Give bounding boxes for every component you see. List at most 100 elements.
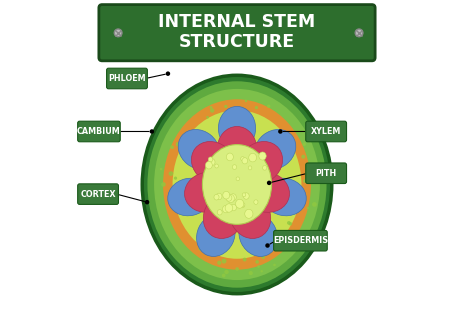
Ellipse shape [222,205,229,213]
Ellipse shape [263,178,306,216]
FancyBboxPatch shape [78,184,118,204]
Ellipse shape [224,105,228,108]
Ellipse shape [312,202,317,207]
Ellipse shape [241,203,245,208]
Ellipse shape [209,159,215,166]
Ellipse shape [169,171,173,176]
Ellipse shape [289,222,292,226]
Text: INTERNAL STEM
STRUCTURE: INTERNAL STEM STRUCTURE [158,13,316,51]
Circle shape [278,129,283,134]
Ellipse shape [243,193,249,199]
Ellipse shape [215,164,219,168]
Ellipse shape [257,265,260,268]
Ellipse shape [267,105,271,108]
Ellipse shape [185,149,188,151]
Text: CORTEX: CORTEX [80,190,116,199]
Ellipse shape [184,172,230,212]
Ellipse shape [168,178,211,216]
Ellipse shape [217,210,222,215]
FancyBboxPatch shape [273,230,327,251]
Ellipse shape [214,194,219,200]
Ellipse shape [242,158,247,164]
Ellipse shape [203,241,206,245]
Ellipse shape [199,247,202,251]
Ellipse shape [236,199,244,208]
Ellipse shape [174,177,177,180]
Text: PHLOEM: PHLOEM [108,74,146,83]
Circle shape [114,29,122,37]
Ellipse shape [263,166,267,170]
Text: EPISDERMIS: EPISDERMIS [273,236,328,245]
Ellipse shape [191,136,194,139]
Ellipse shape [160,168,163,170]
Ellipse shape [208,157,213,162]
Ellipse shape [178,130,219,169]
Circle shape [150,129,154,134]
Ellipse shape [224,270,229,274]
Ellipse shape [259,152,266,160]
Ellipse shape [245,99,247,102]
Text: CAMBIUM: CAMBIUM [77,127,121,136]
FancyBboxPatch shape [306,163,346,183]
Ellipse shape [249,153,256,162]
Ellipse shape [226,195,232,201]
Ellipse shape [221,259,227,263]
Ellipse shape [225,204,233,212]
Ellipse shape [281,235,285,239]
Ellipse shape [242,193,246,197]
Ellipse shape [255,106,258,109]
Ellipse shape [273,264,276,266]
Ellipse shape [241,157,245,161]
Ellipse shape [191,142,235,184]
Ellipse shape [287,221,291,225]
Ellipse shape [161,182,166,187]
Ellipse shape [173,110,301,259]
Ellipse shape [261,270,263,272]
Ellipse shape [248,166,252,170]
Circle shape [355,29,363,37]
FancyBboxPatch shape [306,121,346,142]
Ellipse shape [227,153,233,161]
Ellipse shape [296,205,300,209]
Circle shape [166,71,170,76]
Ellipse shape [206,116,209,119]
Ellipse shape [170,145,174,149]
Ellipse shape [255,260,259,264]
Ellipse shape [230,194,237,201]
Ellipse shape [142,75,332,294]
FancyBboxPatch shape [78,121,120,142]
Ellipse shape [244,172,290,212]
Ellipse shape [217,126,257,173]
FancyBboxPatch shape [107,68,147,89]
Ellipse shape [229,193,271,238]
Ellipse shape [301,155,305,159]
Ellipse shape [203,193,245,238]
Ellipse shape [239,142,283,184]
Ellipse shape [147,81,327,288]
Ellipse shape [232,165,237,169]
Ellipse shape [261,255,265,259]
Ellipse shape [223,191,230,199]
Ellipse shape [205,161,212,169]
FancyBboxPatch shape [99,5,375,61]
Text: PITH: PITH [316,169,337,178]
Ellipse shape [154,89,320,280]
Ellipse shape [236,177,239,181]
Ellipse shape [243,258,246,261]
Ellipse shape [222,273,226,277]
Ellipse shape [163,99,311,270]
Ellipse shape [289,211,293,215]
Ellipse shape [202,145,272,224]
Ellipse shape [255,130,296,169]
Text: XYLEM: XYLEM [311,127,341,136]
Circle shape [267,181,272,185]
Ellipse shape [197,214,235,256]
Ellipse shape [236,267,239,271]
Ellipse shape [217,260,221,265]
Ellipse shape [176,142,180,146]
Ellipse shape [216,193,222,200]
Ellipse shape [249,271,253,275]
Ellipse shape [175,183,178,187]
Ellipse shape [241,203,245,207]
Ellipse shape [231,204,237,211]
